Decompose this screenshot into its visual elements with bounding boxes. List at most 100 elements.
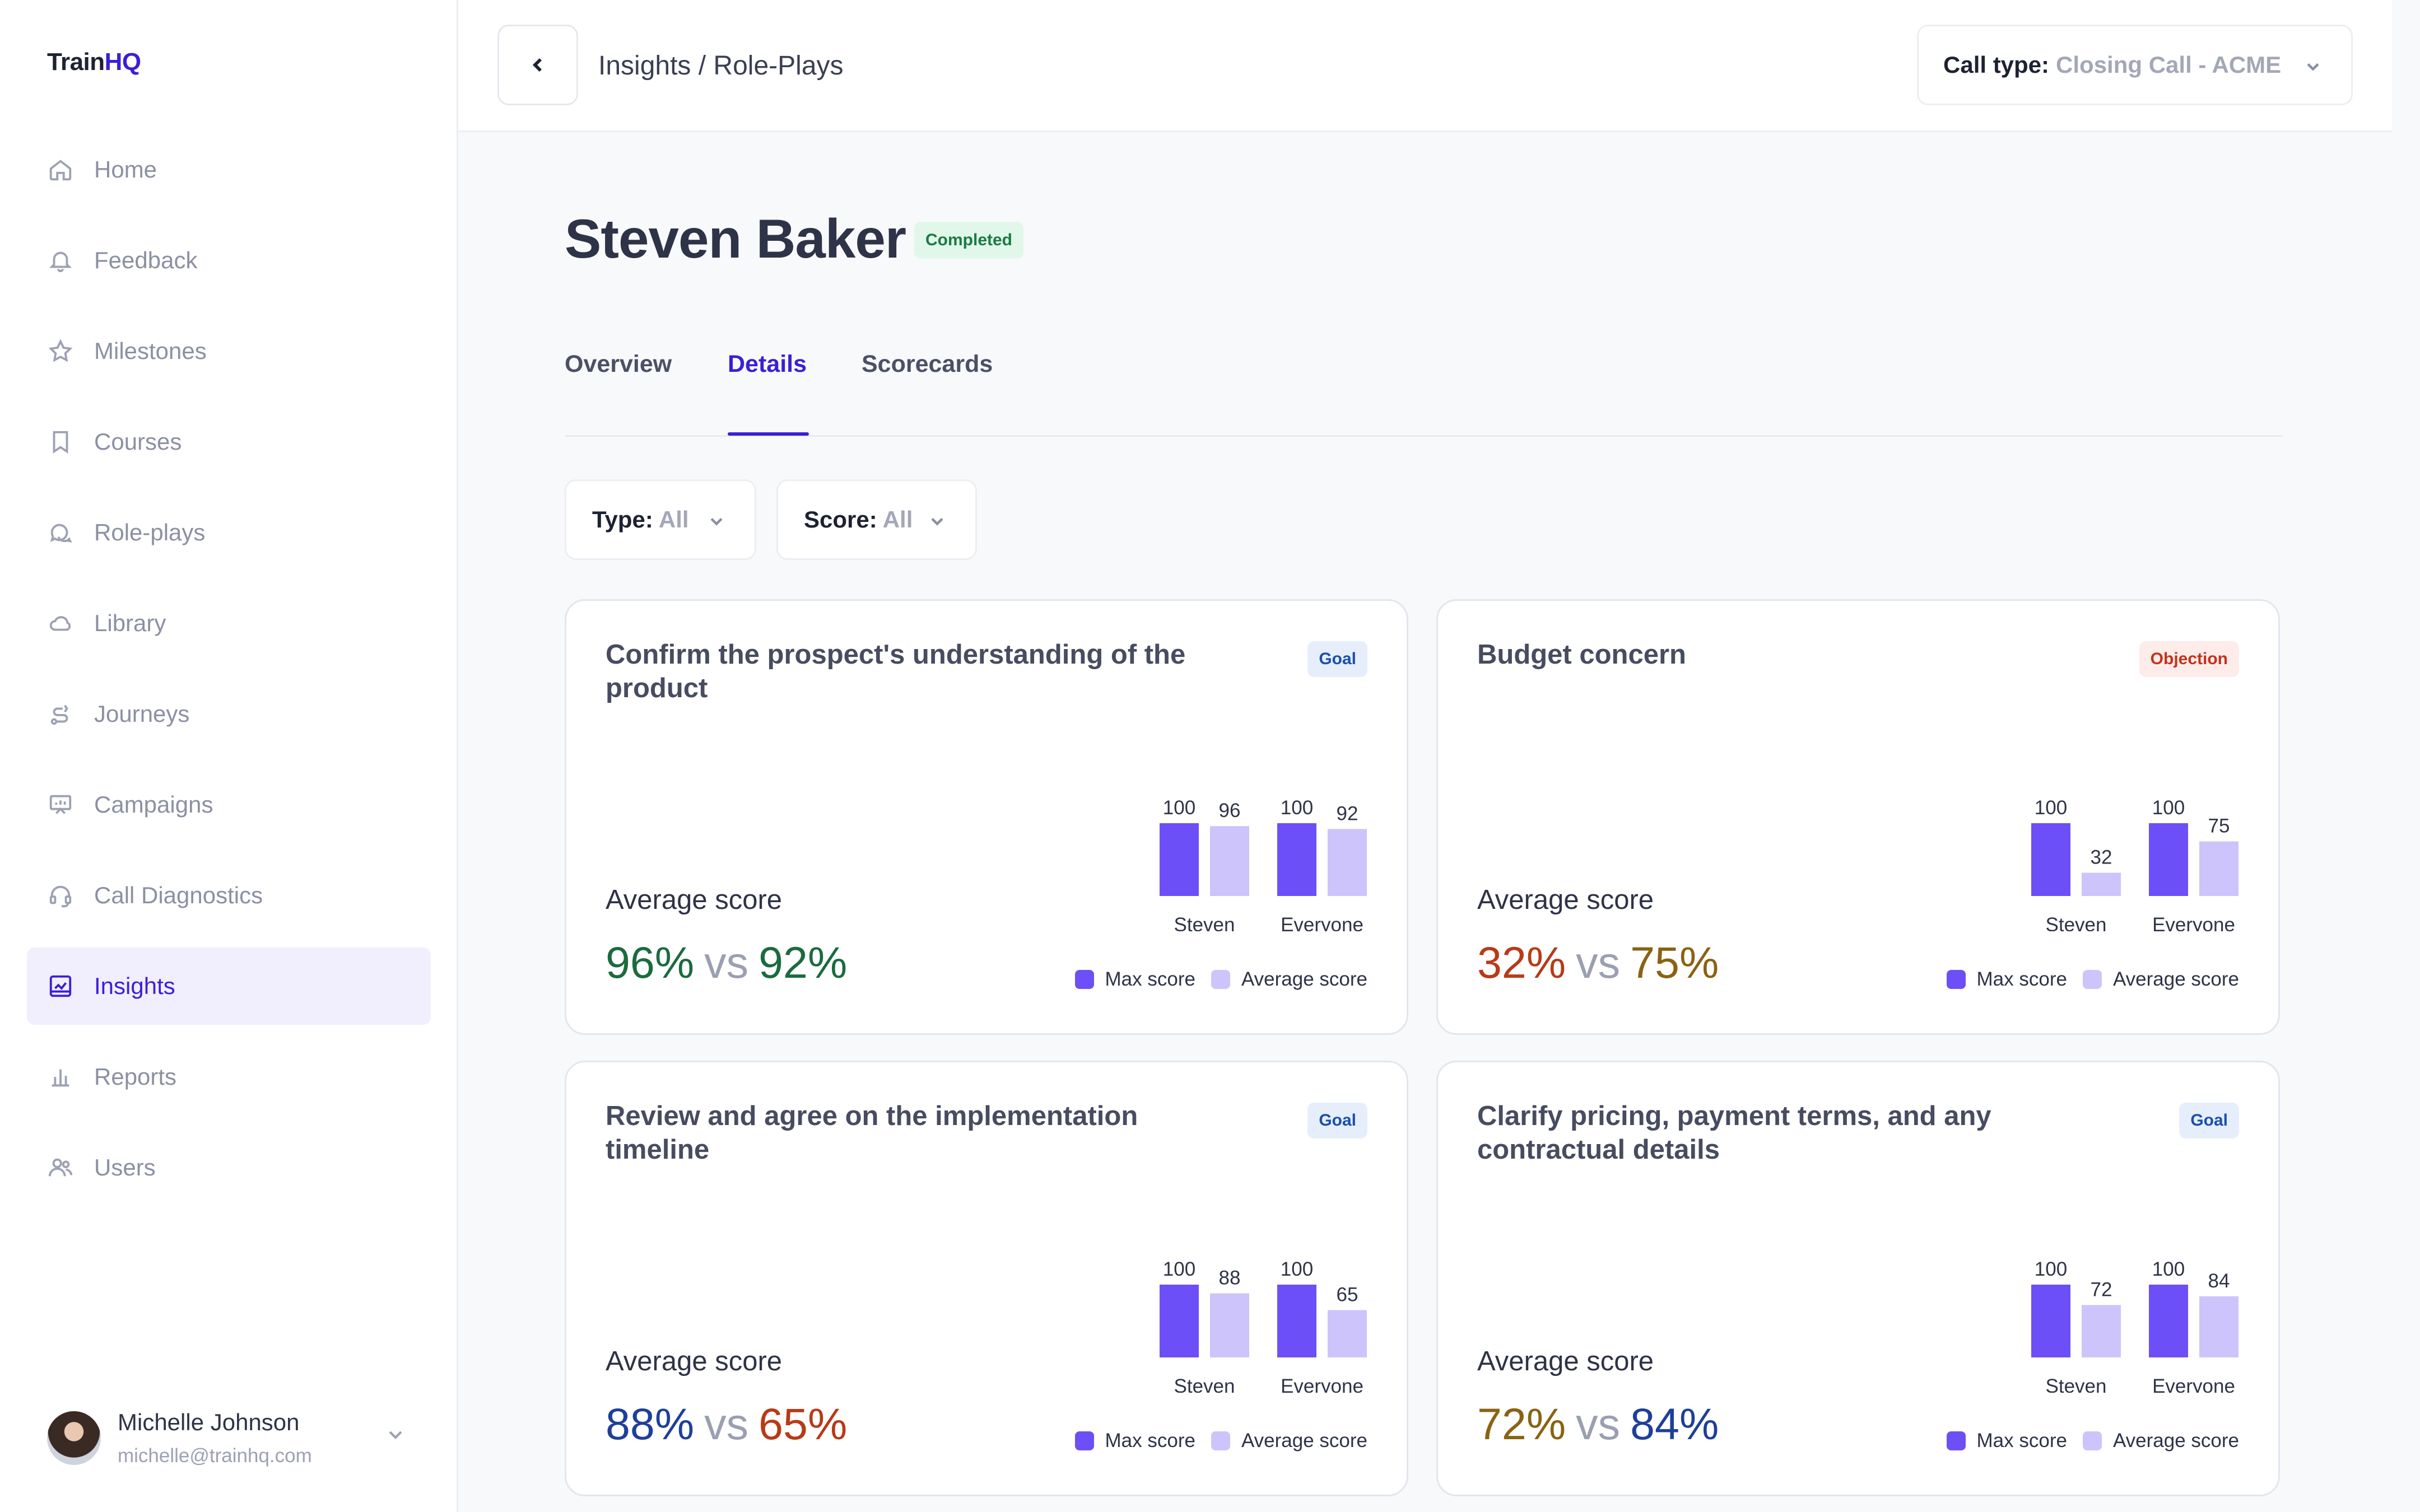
sidebar-item-role-plays[interactable]: Role-plays [27, 494, 431, 571]
insight-card[interactable]: Confirm the prospect's understanding of … [565, 599, 1408, 1035]
category-label: Everyone [2152, 914, 2235, 931]
user-profile[interactable]: Michelle Johnson michelle@trainhq.com [47, 1399, 411, 1477]
steven-average-value: 32% [1477, 937, 1566, 987]
category-label: Steven [1174, 914, 1235, 931]
legend-item-max: Max score [1946, 968, 2067, 991]
insight-card[interactable]: Budget concern Objection Average score 32% v… [1436, 599, 2280, 1035]
card-tag: Goal [1307, 1103, 1367, 1138]
chevron-left-icon [532, 58, 542, 72]
presentation-icon [47, 791, 74, 818]
legend-item-average: Average score [2082, 968, 2239, 991]
sidebar-item-label: Home [94, 156, 157, 183]
sidebar-item-label: Library [94, 610, 166, 636]
max-score-bar-steven [2031, 1285, 2070, 1357]
steven-average-value: 72% [1477, 1399, 1566, 1449]
vs-text: vs [704, 1399, 749, 1449]
bar-value-label: 100 [2035, 797, 2067, 819]
category-label: Steven [1174, 1375, 1235, 1393]
sidebar-item-feedback[interactable]: Feedback [27, 222, 431, 299]
steven-average-value: 96% [606, 937, 695, 987]
sidebar-item-insights[interactable]: Insights [27, 948, 431, 1025]
chevron-down-icon[interactable] [384, 1424, 411, 1450]
sidebar-item-label: Call Diagnostics [94, 882, 263, 908]
type-filter[interactable]: Type: All [565, 479, 756, 560]
chart-legend: Max score Average score [1946, 968, 2239, 991]
back-button[interactable] [497, 25, 578, 105]
steven-average-value: 88% [606, 1399, 695, 1449]
average-score-values: 88% vs 65% [606, 1398, 847, 1450]
average-score-label: Average score [1477, 1346, 1654, 1376]
avatar [47, 1411, 101, 1465]
call-type-select[interactable]: Call type: Closing Call - ACME [1917, 25, 2353, 105]
sidebar-item-label: Insights [94, 973, 175, 999]
max-score-bar-steven [1160, 1285, 1199, 1357]
bar-value-label: 84 [2208, 1270, 2230, 1292]
sidebar-item-label: Milestones [94, 338, 207, 364]
sidebar-item-call-diagnostics[interactable]: Call Diagnostics [27, 857, 431, 934]
sidebar-item-reports[interactable]: Reports [27, 1038, 431, 1116]
max-score-bar-steven [1160, 823, 1199, 896]
tab-scorecards[interactable]: Scorecards [862, 351, 993, 377]
average-score-label: Average score [1477, 885, 1654, 915]
card-tag: Goal [1307, 641, 1367, 677]
sidebar-item-library[interactable]: Library [27, 585, 431, 662]
score-bar-chart: 100 96 Steven 100 92 Everyone [1160, 797, 1367, 931]
cloud-icon [47, 610, 74, 637]
active-tab-indicator [728, 432, 809, 436]
user-name: Michelle Johnson [118, 1409, 300, 1435]
average-score-bar-steven [1210, 1293, 1249, 1357]
average-score-bar-everyone [1328, 829, 1367, 896]
home-icon [47, 156, 74, 183]
legend-item-max: Max score [1074, 968, 1195, 991]
everyone-average-value: 92% [758, 937, 848, 987]
sidebar-nav: Home Feedback Milestones Courses Role-plays L… [27, 131, 431, 1220]
tab-details[interactable]: Details [728, 351, 807, 377]
legend-item-average: Average score [1211, 1430, 1367, 1452]
average-score-label: Average score [606, 1346, 783, 1376]
sidebar: TrainHQ Home Feedback Milestones Courses Rol… [0, 0, 458, 1512]
bar-value-label: 100 [2152, 1258, 2185, 1280]
bar-value-label: 75 [2208, 815, 2230, 837]
insight-card[interactable]: Clarify pricing, payment terms, and any … [1436, 1061, 2280, 1496]
bell-icon [47, 247, 74, 274]
bar-value-label: 100 [1163, 1258, 1195, 1280]
chevron-down-icon [931, 517, 943, 526]
legend-item-max: Max score [1074, 1430, 1195, 1452]
type-filter-label: Type: [592, 506, 653, 533]
card-title: Confirm the prospect's understanding of … [606, 640, 1186, 703]
average-score-bar-everyone [1328, 1310, 1367, 1357]
call-type-label: Call type: [1943, 52, 2050, 78]
card-tag: Objection [2139, 641, 2239, 677]
route-icon [47, 701, 74, 727]
insights-icon [47, 973, 74, 1000]
bar-value-label: 100 [1163, 797, 1195, 819]
average-score-label: Average score [606, 885, 783, 915]
category-label: Everyone [1281, 1375, 1363, 1393]
vs-text: vs [704, 937, 749, 987]
sidebar-item-campaigns[interactable]: Campaigns [27, 766, 431, 843]
sidebar-item-courses[interactable]: Courses [27, 403, 431, 480]
max-score-bar-steven [2031, 823, 2070, 896]
average-score-values: 32% vs 75% [1477, 937, 1719, 988]
insight-card[interactable]: Review and agree on the implementation t… [565, 1061, 1408, 1496]
category-label: Steven [2046, 914, 2107, 931]
app-logo[interactable]: TrainHQ [47, 48, 141, 76]
bar-value-label: 96 [1219, 800, 1241, 822]
sidebar-item-milestones[interactable]: Milestones [27, 312, 431, 390]
sidebar-item-users[interactable]: Users [27, 1129, 431, 1206]
category-label: Steven [2046, 1375, 2107, 1393]
bar-value-label: 65 [1337, 1284, 1358, 1306]
tab-overview[interactable]: Overview [565, 351, 672, 377]
chevron-down-icon [2307, 63, 2319, 71]
category-label: Everyone [1281, 914, 1363, 931]
tab-bar: Overview Details Scorecards [565, 336, 2282, 437]
card-title: Clarify pricing, payment terms, and any … [1477, 1101, 1991, 1165]
score-filter-value: All [882, 506, 913, 533]
average-score-bar-everyone [2199, 841, 2238, 896]
max-score-bar-everyone [2149, 823, 2188, 896]
sidebar-item-label: Feedback [94, 247, 198, 273]
score-filter[interactable]: Score: All [776, 479, 977, 560]
sidebar-item-journeys[interactable]: Journeys [27, 675, 431, 753]
sidebar-item-home[interactable]: Home [27, 131, 431, 208]
bar-value-label: 88 [1219, 1267, 1241, 1289]
